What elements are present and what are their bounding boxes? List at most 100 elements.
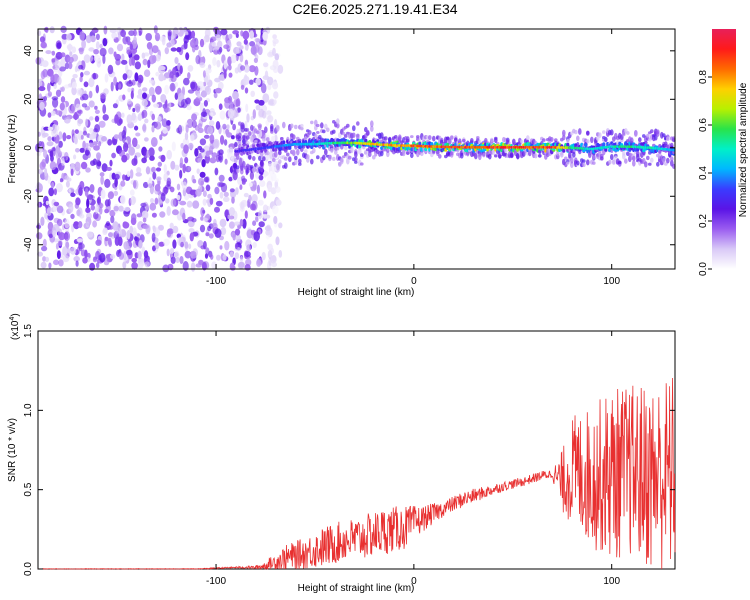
noise-cell: [199, 62, 206, 68]
noise-cell: [223, 191, 229, 198]
noise-cell: [139, 261, 146, 267]
noise-cell: [208, 233, 214, 239]
noise-cell: [107, 191, 114, 200]
signal-halo-cell: [622, 153, 626, 160]
noise-cell: [213, 138, 220, 149]
signal-halo-cell: [576, 135, 580, 142]
signal-halo-cell: [662, 157, 666, 164]
noise-cell: [120, 29, 126, 38]
signal-halo-cell: [670, 156, 674, 162]
noise-cell: [150, 137, 158, 147]
noise-cell: [147, 183, 153, 189]
noise-cell: [46, 207, 52, 217]
noise-cell: [79, 31, 85, 41]
signal-halo-cell: [344, 145, 348, 151]
signal-halo-cell: [242, 134, 246, 140]
noise-cell: [220, 28, 228, 36]
noise-cell: [78, 64, 84, 70]
noise-cell: [150, 198, 154, 204]
noise-cell: [75, 260, 79, 267]
snr-y-multiplier: (x104): [9, 313, 21, 340]
noise-cell: [43, 149, 48, 158]
noise-cell: [129, 225, 134, 234]
noise-cell: [143, 250, 149, 259]
signal-halo-cell: [242, 160, 246, 168]
x-tick-label: -100: [206, 276, 226, 287]
signal-halo-cell: [604, 136, 608, 143]
noise-cell: [134, 125, 139, 131]
noise-cell: [144, 137, 149, 142]
signal-halo-cell: [638, 137, 642, 143]
signal-halo-cell: [310, 120, 314, 125]
noise-cell: [126, 171, 131, 178]
noise-cell: [207, 126, 214, 135]
signal-halo-cell: [274, 151, 278, 158]
noise-cell: [217, 81, 224, 90]
noise-cell: [81, 93, 89, 101]
noise-cell: [73, 133, 78, 144]
signal-halo-cell: [316, 123, 320, 128]
signal-halo-cell: [550, 137, 554, 142]
signal-halo-cell: [288, 156, 292, 163]
noise-cell: [223, 69, 227, 79]
signal-halo-cell: [608, 159, 612, 165]
noise-cell: [278, 222, 283, 229]
noise-cell: [272, 47, 276, 57]
noise-cell: [77, 221, 83, 229]
noise-cell: [149, 155, 155, 161]
noise-cell: [37, 168, 44, 175]
noise-cell: [271, 254, 277, 262]
noise-cell: [98, 203, 104, 209]
noise-cell: [164, 84, 170, 95]
noise-cell: [174, 164, 180, 171]
noise-cell: [196, 168, 200, 174]
noise-cell: [252, 242, 257, 248]
noise-cell: [56, 42, 62, 49]
signal-halo-cell: [636, 150, 640, 157]
signal-halo-cell: [610, 129, 614, 136]
noise-cell: [144, 118, 149, 124]
signal-halo-cell: [244, 127, 248, 132]
noise-cell: [49, 150, 54, 158]
y-tick-label: 1.0: [23, 403, 34, 417]
noise-cell: [230, 54, 237, 64]
noise-cell: [245, 103, 249, 113]
signal-halo-cell: [410, 135, 414, 139]
noise-cell: [186, 105, 192, 111]
noise-cell: [89, 127, 94, 134]
noise-cell: [197, 81, 204, 89]
noise-cell: [145, 33, 152, 41]
noise-cell: [161, 37, 166, 46]
noise-cell: [126, 114, 133, 124]
noise-cell: [116, 43, 124, 52]
noise-cell: [220, 227, 227, 236]
noise-cell: [147, 59, 151, 69]
noise-cell: [92, 220, 97, 228]
noise-cell: [249, 30, 255, 39]
signal-halo-cell: [270, 123, 274, 130]
signal-halo-cell: [586, 139, 590, 144]
colorbar-label: Normalized spectral amplitude: [738, 82, 749, 217]
noise-cell: [202, 190, 207, 197]
noise-cell: [57, 240, 63, 247]
noise-cell: [250, 45, 257, 55]
noise-cell: [253, 231, 260, 242]
noise-cell: [190, 262, 196, 272]
noise-cell: [251, 194, 258, 203]
noise-cell: [57, 76, 62, 86]
noise-cell: [104, 178, 111, 188]
noise-cell: [89, 133, 95, 140]
noise-cell: [214, 87, 222, 94]
noise-cell: [229, 251, 234, 258]
noise-cell: [182, 163, 186, 174]
noise-cell: [118, 205, 124, 212]
noise-cell: [210, 112, 214, 117]
signal-halo-cell: [342, 155, 346, 159]
noise-cell: [104, 73, 109, 83]
noise-cell: [262, 204, 269, 213]
noise-cell: [200, 216, 204, 221]
signal-band-cell: [364, 138, 368, 143]
noise-cell: [155, 85, 162, 95]
noise-cell: [182, 137, 190, 147]
noise-cell: [47, 136, 52, 142]
